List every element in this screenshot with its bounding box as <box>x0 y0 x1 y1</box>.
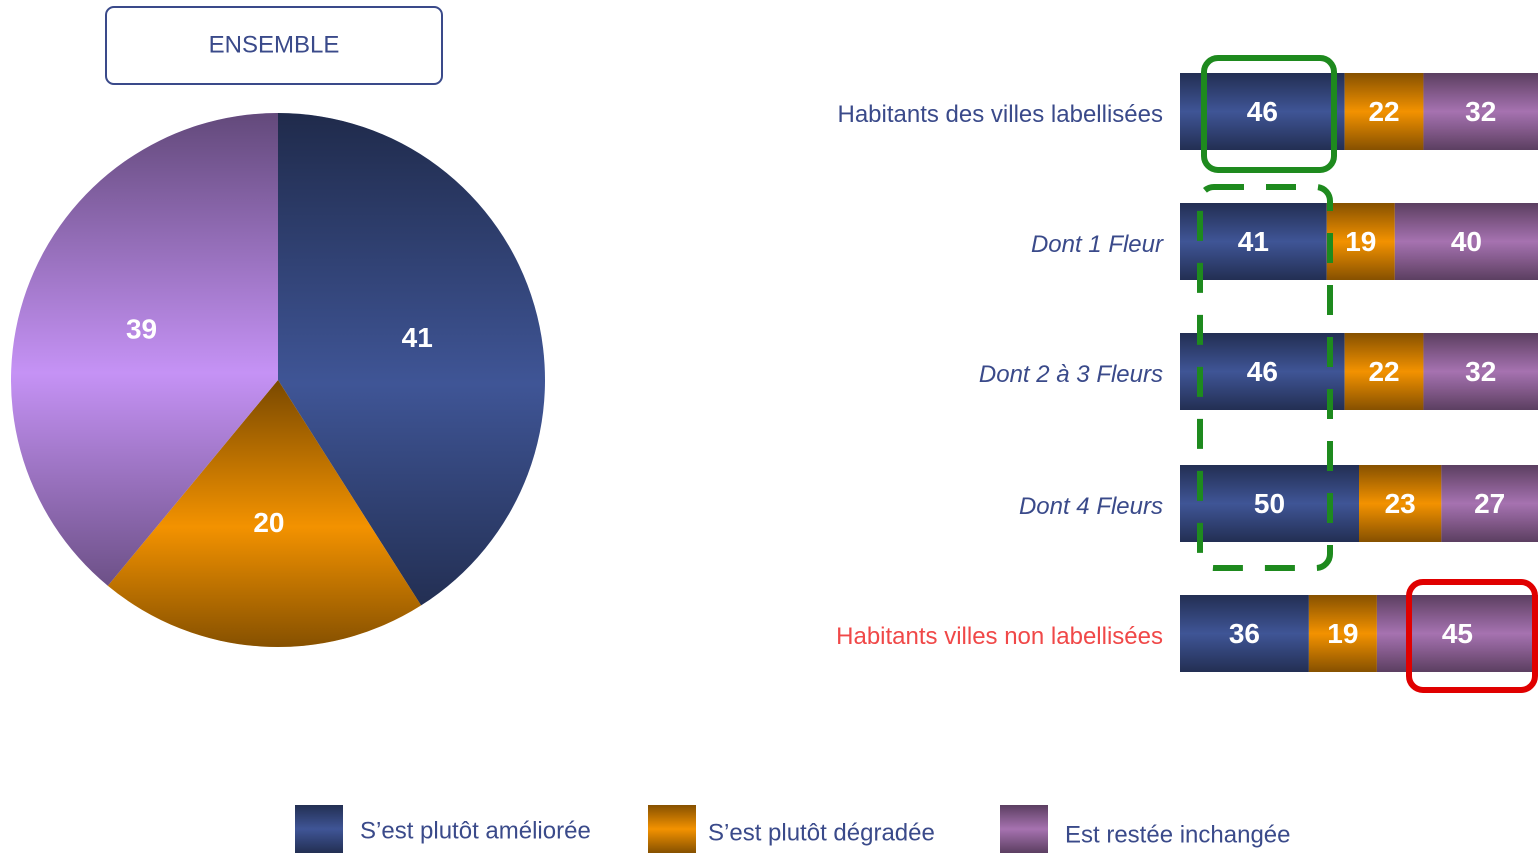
legend-shade <box>295 805 343 853</box>
bar-shade <box>1376 595 1538 672</box>
bar-label: 22 <box>1368 356 1399 387</box>
bar-label: 32 <box>1465 356 1496 387</box>
pie-shade <box>107 380 422 647</box>
bar-shade <box>1394 203 1538 280</box>
bar-label: 41 <box>1238 226 1269 257</box>
category-label: Dont 2 à 3 Fleurs <box>979 361 1163 388</box>
bar-label: 36 <box>1229 618 1260 649</box>
pie-label: 41 <box>402 322 433 353</box>
title-box <box>105 6 443 85</box>
bar-label: 19 <box>1345 226 1376 257</box>
bar-shade <box>1180 203 1327 280</box>
bar-label: 46 <box>1247 356 1278 387</box>
legend-shade <box>648 805 696 853</box>
bar-shade <box>1180 595 1309 672</box>
bar-shade <box>1308 595 1377 672</box>
category-label: Habitants des villes labellisées <box>838 101 1164 128</box>
pie-shade <box>10 113 279 586</box>
bar-label: 22 <box>1368 96 1399 127</box>
highlight-box <box>1201 55 1337 173</box>
pie-title: ENSEMBLE <box>209 31 340 58</box>
highlight-box-dashed <box>1197 184 1333 571</box>
bar-label: 27 <box>1474 488 1505 519</box>
bar-shade <box>1441 465 1538 542</box>
bar-label: 32 <box>1465 96 1496 127</box>
pie-label: 20 <box>253 507 284 538</box>
bar-shade <box>1326 203 1395 280</box>
bar-shade <box>1423 73 1538 150</box>
bar-shade <box>1344 333 1424 410</box>
bar-shade <box>1344 73 1424 150</box>
category-label: Dont 4 Fleurs <box>1019 493 1163 520</box>
pie-shade <box>278 113 546 606</box>
pie-label: 39 <box>126 313 157 344</box>
bar-label: 45 <box>1442 618 1473 649</box>
bar-shade <box>1359 465 1442 542</box>
legend-label: S’est plutôt dégradée <box>708 819 935 846</box>
category-label: Habitants villes non labellisées <box>836 623 1163 650</box>
bar-label: 50 <box>1254 488 1285 519</box>
bar-label: 23 <box>1385 488 1416 519</box>
category-label: Dont 1 Fleur <box>1031 231 1164 258</box>
bar-shade <box>1180 73 1345 150</box>
legend-label: Est restée inchangée <box>1065 821 1290 848</box>
bar-label: 46 <box>1247 96 1278 127</box>
highlight-box-red <box>1406 579 1538 693</box>
bar-shade <box>1180 333 1345 410</box>
legend-shade <box>1000 805 1048 853</box>
bar-label: 40 <box>1451 226 1482 257</box>
bar-shade <box>1423 333 1538 410</box>
bar-label: 19 <box>1327 618 1358 649</box>
legend-label: S’est plutôt améliorée <box>360 817 591 844</box>
